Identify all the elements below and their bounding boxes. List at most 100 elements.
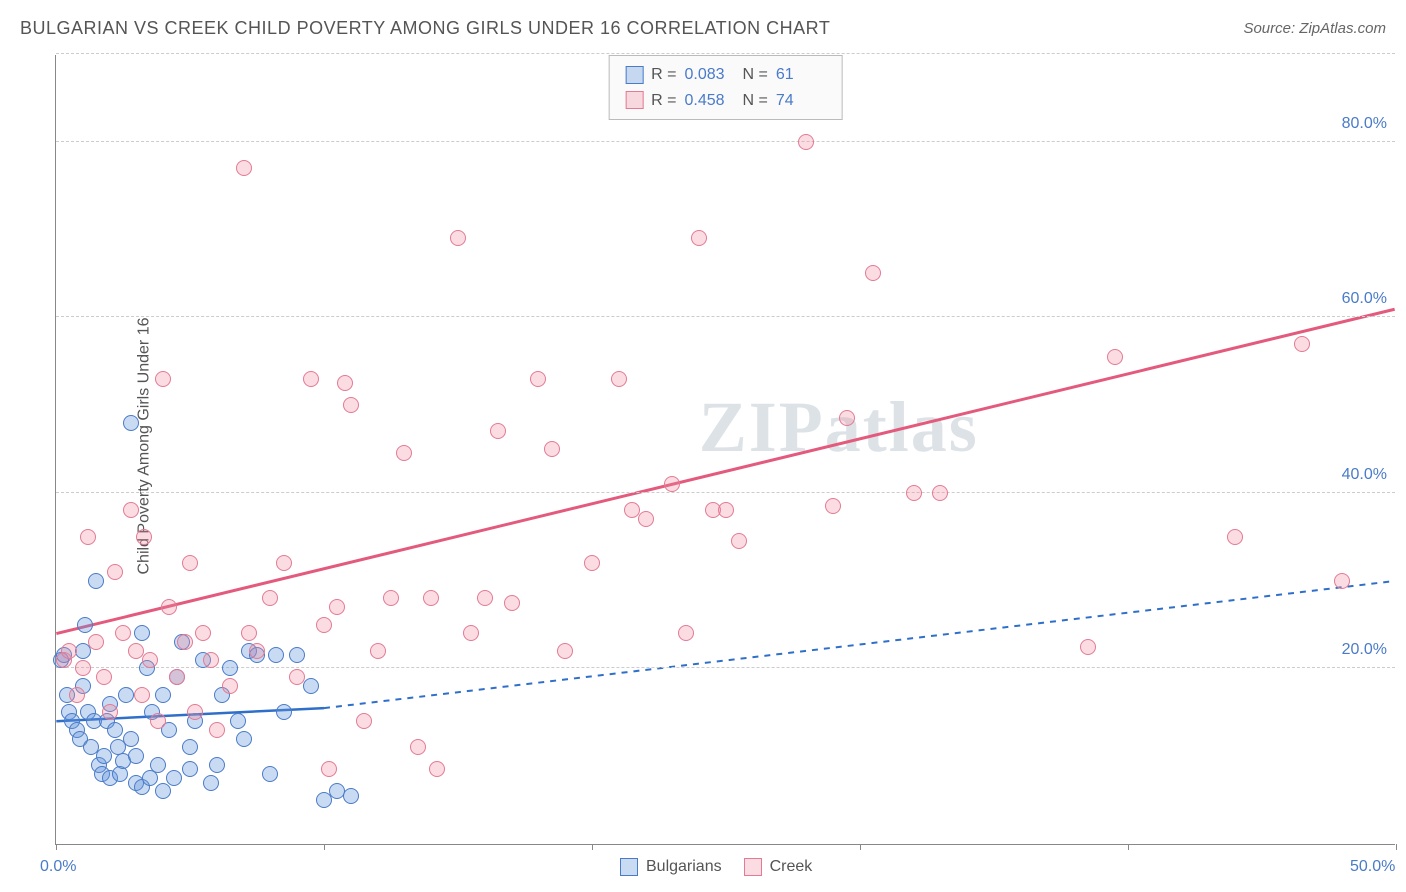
gridline xyxy=(56,141,1395,142)
legend-item-creek: Creek xyxy=(744,858,813,876)
x-tick xyxy=(1128,844,1129,850)
n-value-bulgarians: 61 xyxy=(776,62,826,88)
gridline xyxy=(56,53,1395,54)
scatter-point-creek xyxy=(1227,529,1243,545)
scatter-point-bulgarians xyxy=(230,713,246,729)
scatter-point-creek xyxy=(664,476,680,492)
scatter-point-bulgarians xyxy=(303,678,319,694)
scatter-point-bulgarians xyxy=(134,625,150,641)
swatch-blue-icon xyxy=(625,66,643,84)
scatter-point-bulgarians xyxy=(276,704,292,720)
scatter-point-creek xyxy=(182,555,198,571)
scatter-point-creek xyxy=(123,502,139,518)
scatter-point-creek xyxy=(343,397,359,413)
scatter-point-creek xyxy=(169,669,185,685)
scatter-point-creek xyxy=(115,625,131,641)
scatter-point-creek xyxy=(329,599,345,615)
scatter-point-creek xyxy=(429,761,445,777)
scatter-point-bulgarians xyxy=(182,761,198,777)
r-value-creek: 0.458 xyxy=(685,88,735,114)
scatter-point-creek xyxy=(410,739,426,755)
scatter-point-creek xyxy=(839,410,855,426)
series-legend: Bulgarians Creek xyxy=(620,858,812,876)
scatter-point-creek xyxy=(544,441,560,457)
watermark-text: ZIPatlas xyxy=(699,386,979,469)
scatter-point-creek xyxy=(69,687,85,703)
scatter-point-creek xyxy=(321,761,337,777)
scatter-point-creek xyxy=(236,160,252,176)
y-tick-label: 40.0% xyxy=(1342,466,1387,484)
stats-row-bulgarians: R = 0.083 N = 61 xyxy=(625,62,826,88)
scatter-point-bulgarians xyxy=(166,770,182,786)
scatter-point-bulgarians xyxy=(268,647,284,663)
scatter-point-creek xyxy=(195,625,211,641)
scatter-point-creek xyxy=(1294,336,1310,352)
scatter-point-creek xyxy=(530,371,546,387)
scatter-point-creek xyxy=(396,445,412,461)
scatter-point-creek xyxy=(209,722,225,738)
scatter-point-creek xyxy=(691,230,707,246)
scatter-point-bulgarians xyxy=(236,731,252,747)
scatter-point-bulgarians xyxy=(222,660,238,676)
scatter-point-creek xyxy=(150,713,166,729)
scatter-point-creek xyxy=(932,485,948,501)
x-tick xyxy=(324,844,325,850)
scatter-point-creek xyxy=(142,652,158,668)
n-value-creek: 74 xyxy=(776,88,826,114)
swatch-pink-icon xyxy=(625,91,643,109)
legend-item-bulgarians: Bulgarians xyxy=(620,858,722,876)
r-value-bulgarians: 0.083 xyxy=(685,62,735,88)
scatter-point-creek xyxy=(134,687,150,703)
scatter-point-creek xyxy=(61,643,77,659)
scatter-point-creek xyxy=(155,371,171,387)
x-tick xyxy=(56,844,57,850)
scatter-point-creek xyxy=(75,660,91,676)
scatter-point-bulgarians xyxy=(123,731,139,747)
scatter-point-creek xyxy=(337,375,353,391)
scatter-point-bulgarians xyxy=(77,617,93,633)
scatter-point-creek xyxy=(249,643,265,659)
scatter-point-creek xyxy=(177,634,193,650)
scatter-point-bulgarians xyxy=(289,647,305,663)
y-tick-label: 20.0% xyxy=(1342,641,1387,659)
scatter-point-bulgarians xyxy=(150,757,166,773)
scatter-point-creek xyxy=(383,590,399,606)
scatter-point-creek xyxy=(423,590,439,606)
scatter-point-creek xyxy=(107,564,123,580)
scatter-point-creek xyxy=(370,643,386,659)
scatter-point-creek xyxy=(187,704,203,720)
scatter-point-creek xyxy=(316,617,332,633)
source-attribution: Source: ZipAtlas.com xyxy=(1243,20,1386,37)
scatter-point-creek xyxy=(222,678,238,694)
scatter-point-creek xyxy=(825,498,841,514)
scatter-point-bulgarians xyxy=(128,748,144,764)
scatter-point-bulgarians xyxy=(209,757,225,773)
scatter-point-creek xyxy=(80,529,96,545)
correlation-stats-box: R = 0.083 N = 61 R = 0.458 N = 74 xyxy=(608,55,843,120)
x-axis-min-label: 0.0% xyxy=(40,858,76,876)
scatter-point-creek xyxy=(798,134,814,150)
legend-label: Creek xyxy=(770,858,813,876)
scatter-point-creek xyxy=(136,529,152,545)
scatter-point-creek xyxy=(289,669,305,685)
scatter-point-creek xyxy=(584,555,600,571)
scatter-point-bulgarians xyxy=(118,687,134,703)
gridline xyxy=(56,316,1395,317)
trend-lines-svg xyxy=(56,55,1395,844)
scatter-point-creek xyxy=(303,371,319,387)
n-label: N = xyxy=(743,88,768,114)
n-label: N = xyxy=(743,62,768,88)
scatter-point-creek xyxy=(865,265,881,281)
scatter-point-creek xyxy=(450,230,466,246)
scatter-point-bulgarians xyxy=(107,722,123,738)
gridline xyxy=(56,667,1395,668)
scatter-point-creek xyxy=(490,423,506,439)
scatter-point-bulgarians xyxy=(88,573,104,589)
y-tick-label: 60.0% xyxy=(1342,290,1387,308)
scatter-point-creek xyxy=(477,590,493,606)
y-tick-label: 80.0% xyxy=(1342,115,1387,133)
scatter-point-creek xyxy=(678,625,694,641)
scatter-point-creek xyxy=(1334,573,1350,589)
scatter-point-creek xyxy=(611,371,627,387)
scatter-plot-area: ZIPatlas R = 0.083 N = 61 R = 0.458 N = … xyxy=(55,55,1395,845)
